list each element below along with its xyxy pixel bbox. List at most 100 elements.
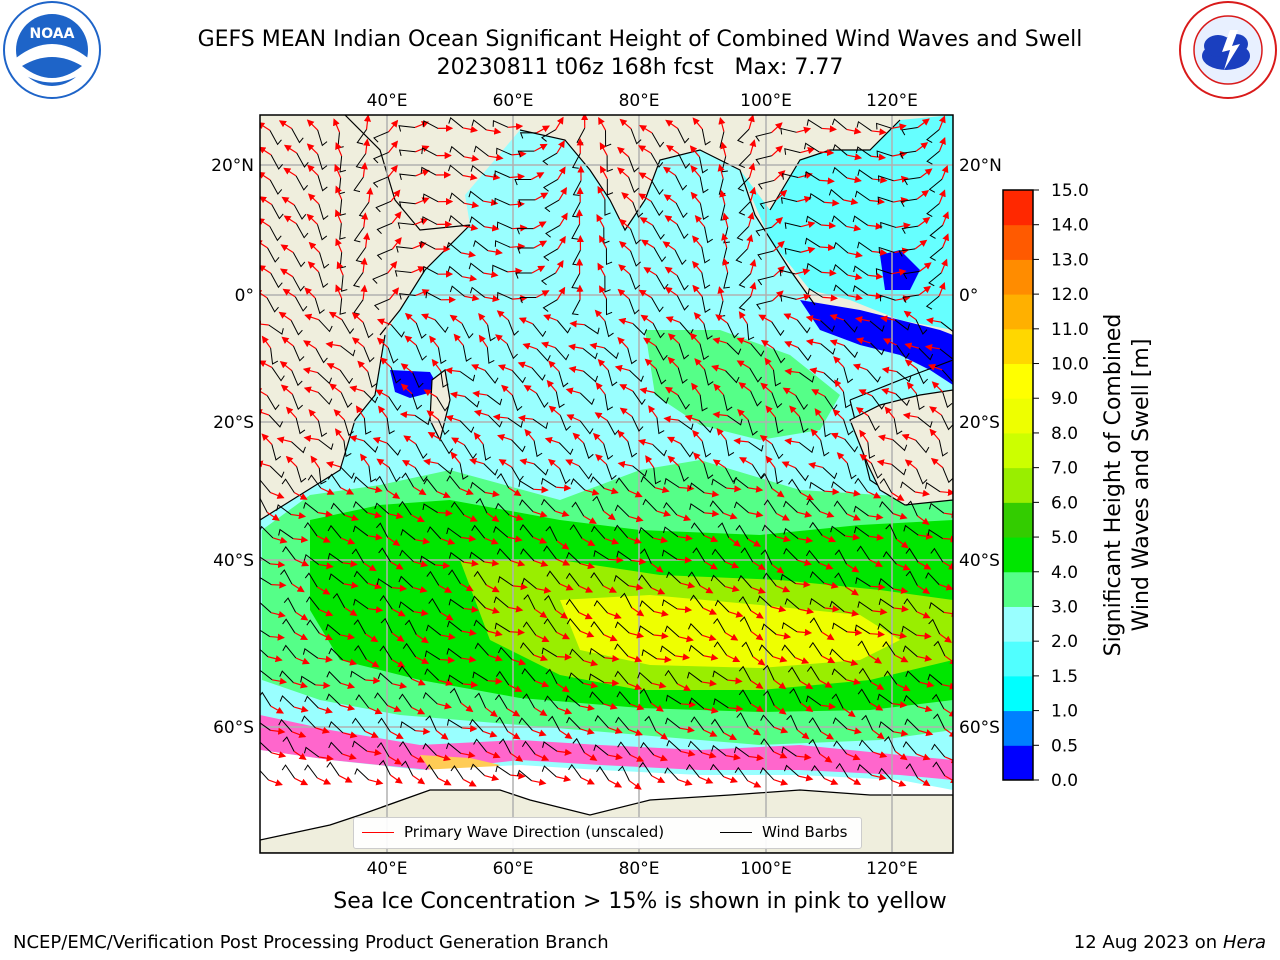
wind-barb: [368, 465, 377, 483]
wind-barb: [759, 199, 777, 210]
wave-direction-arrow: [758, 314, 772, 323]
wave-direction-arrow: [614, 364, 630, 372]
wind-barb: [449, 687, 462, 704]
wave-direction-arrow: [604, 654, 620, 663]
wind-barb: [304, 572, 318, 588]
wave-direction-arrow: [846, 176, 862, 184]
wave-direction-arrow: [414, 121, 430, 129]
wind-barb: [278, 718, 293, 733]
wave-direction-arrow: [389, 287, 400, 300]
wave-direction-arrow: [556, 748, 573, 756]
wave-direction-arrow: [596, 214, 605, 228]
wave-direction-arrow: [326, 363, 341, 371]
wave-direction-arrow: [449, 314, 463, 325]
wave-direction-arrow: [390, 561, 404, 570]
wave-direction-arrow: [876, 459, 892, 467]
wind-barb: [379, 594, 393, 610]
wave-direction-arrow: [426, 410, 439, 421]
wave-direction-arrow: [834, 379, 844, 392]
wind-barb: [372, 151, 389, 164]
lat-tick-label: 60°S: [213, 718, 254, 738]
wave-direction-arrow: [261, 335, 272, 349]
wave-direction-arrow: [603, 702, 618, 710]
wind-barb: [260, 648, 269, 658]
wind-barb: [714, 599, 730, 613]
wave-direction-arrow: [717, 163, 725, 179]
wave-direction-arrow: [334, 163, 342, 179]
wind-barb: [853, 265, 869, 276]
wind-barb: [618, 765, 630, 782]
wind-barb: [559, 415, 571, 432]
wave-direction-arrow: [854, 316, 871, 324]
wave-direction-arrow: [820, 731, 835, 740]
wind-barb: [314, 297, 325, 315]
wind-barb: [878, 598, 895, 609]
wind-barb: [879, 477, 893, 494]
wave-direction-arrow: [917, 705, 933, 713]
wind-barb: [748, 441, 764, 452]
wind-barb: [362, 322, 374, 339]
wave-direction-arrow: [797, 510, 813, 518]
wind-barb: [832, 144, 848, 156]
wind-barb: [377, 672, 393, 685]
wind-barb: [449, 145, 465, 158]
wave-direction-arrow: [773, 726, 789, 734]
wave-direction-arrow: [638, 145, 652, 154]
wind-barb: [412, 372, 424, 389]
wave-direction-arrow: [718, 116, 726, 132]
wind-barb: [422, 265, 439, 275]
wave-direction-arrow: [557, 707, 573, 715]
wave-direction-arrow: [771, 145, 783, 157]
wind-barb: [593, 549, 609, 560]
wave-direction-arrow: [797, 729, 810, 740]
wind-barb: [543, 618, 557, 633]
wind-barb: [304, 764, 318, 779]
wave-direction-arrow: [556, 683, 570, 693]
wave-direction-arrow: [653, 632, 669, 640]
wave-direction-arrow: [492, 413, 508, 421]
wind-barb: [870, 463, 883, 479]
wave-direction-arrow: [533, 560, 549, 567]
colorbar-segment: [1003, 641, 1033, 677]
wave-direction-arrow: [438, 679, 454, 686]
wind-barb: [902, 294, 919, 303]
wind-barb: [394, 270, 412, 277]
wind-barb: [438, 419, 450, 436]
wind-barb: [666, 739, 682, 752]
lon-ticks-bottom: 40°E 60°E 80°E 100°E 120°E: [367, 859, 918, 879]
wind-barb: [880, 221, 897, 229]
wind-barb: [399, 173, 416, 180]
wind-barb: [355, 153, 367, 169]
wave-direction-arrow: [736, 337, 751, 345]
wind-barb: [780, 127, 797, 135]
wave-direction-arrow: [760, 339, 774, 349]
wind-barb: [676, 275, 689, 291]
wave-direction-arrow: [285, 455, 298, 467]
wave-direction-arrow: [453, 333, 464, 346]
wave-direction-arrow: [692, 284, 703, 297]
wind-barb: [558, 442, 574, 456]
wave-direction-arrow: [723, 776, 738, 783]
wave-direction-arrow: [918, 729, 934, 737]
wind-barb: [372, 176, 389, 188]
wave-direction-arrow: [847, 251, 863, 259]
wave-direction-arrow: [294, 492, 308, 500]
wind-barb: [805, 215, 822, 226]
wind-barb: [713, 698, 729, 709]
wind-barb: [829, 600, 845, 613]
wind-barb: [614, 643, 629, 657]
wave-direction-arrow: [335, 238, 343, 253]
wave-direction-arrow: [896, 538, 909, 549]
wind-barb: [735, 248, 748, 264]
wave-direction-arrow: [413, 609, 429, 617]
wave-direction-arrow: [805, 315, 821, 323]
wind-barb: [725, 370, 740, 384]
wind-barb: [855, 577, 871, 587]
wave-direction-arrow: [728, 704, 744, 713]
wind-barb: [446, 742, 462, 754]
wind-barb: [306, 619, 320, 634]
wind-barb: [762, 572, 777, 587]
wave-direction-arrow: [271, 751, 287, 759]
wind-barb: [760, 473, 773, 489]
wind-barb: [307, 474, 322, 489]
